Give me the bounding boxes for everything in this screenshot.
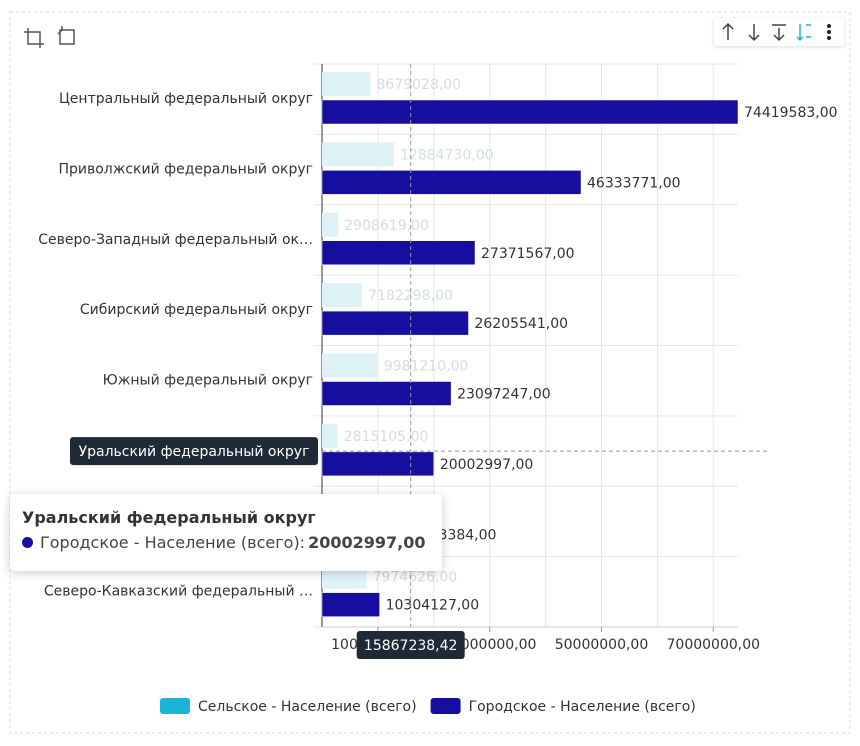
y-tick-label: Центральный федеральный округ (59, 91, 313, 107)
bar (322, 283, 363, 308)
x-tick-label: 70000000,00 (667, 637, 761, 653)
y-tick-label: Северо-Кавказский федеральный … (44, 584, 313, 600)
legend-label: Сельское - Население (всего) (198, 699, 417, 715)
legend-swatch (430, 698, 461, 714)
value-label: 12884730,00 (400, 147, 494, 163)
bar (322, 212, 339, 237)
crosshair-y-badge (70, 437, 318, 466)
y-tick-label: Приволжский федеральный округ (58, 161, 313, 177)
bar (321, 310, 469, 336)
value-label: 20002997,00 (440, 457, 534, 473)
more[interactable] (827, 24, 831, 40)
y-tick-label: Южный федеральный округ (103, 373, 313, 389)
value-label: 2908619,00 (344, 218, 429, 234)
panel-border (9, 11, 851, 734)
crosshair-x-badge (356, 631, 465, 659)
crosshair-x-label: 15867238,42 (364, 638, 458, 654)
legend-label: Городское - Население (всего) (469, 699, 696, 715)
tooltip: Уральский федеральный округ Городское - … (10, 494, 442, 571)
y-tick-label: Северо-Западный федеральный ок… (38, 232, 313, 248)
value-label: 7974626,00 (373, 570, 458, 586)
bar (322, 423, 338, 448)
y-tick-label: Сибирский федеральный округ (80, 302, 313, 318)
value-label: 74419583,00 (744, 105, 838, 121)
bar (321, 240, 476, 265)
bar (321, 381, 452, 406)
tooltip-marker (22, 537, 33, 548)
toolbar-icons (722, 22, 831, 42)
tooltip-value: 20002997,00 (308, 533, 426, 552)
sort-az[interactable] (796, 24, 811, 42)
x-tick-label: 50000000,00 (555, 637, 649, 653)
legend-swatch (160, 698, 190, 714)
value-label: 10304127,00 (386, 598, 480, 614)
sort-down[interactable] (748, 24, 760, 42)
bar (321, 99, 739, 125)
tooltip-title: Уральский федеральный округ (22, 508, 316, 527)
toolbar[interactable] (714, 18, 844, 46)
tooltip-row: Городское - Население (всего): 20002997,… (22, 533, 430, 552)
bar (322, 353, 378, 378)
value-label: 23097247,00 (457, 387, 551, 403)
value-label: 9981210,00 (384, 359, 469, 375)
tooltip-label: Городское - Население (всего): (40, 533, 306, 552)
bar (321, 592, 380, 617)
value-label: 46333771,00 (587, 175, 681, 191)
sort-up[interactable] (722, 22, 734, 40)
bar (321, 170, 582, 195)
value-label: 26205541,00 (474, 316, 568, 332)
bar (322, 72, 371, 96)
value-label: 8679028,00 (377, 77, 462, 93)
corner-icons[interactable] (24, 26, 75, 48)
bar (322, 142, 395, 167)
value-label: 2815105,00 (344, 429, 429, 445)
sort-bottom[interactable] (772, 24, 786, 42)
crosshair-y-label: Уральский федеральный округ (79, 444, 310, 460)
bar (321, 451, 435, 477)
x-tick-label: 30000000,00 (443, 637, 537, 653)
value-label: 27371567,00 (481, 246, 575, 262)
